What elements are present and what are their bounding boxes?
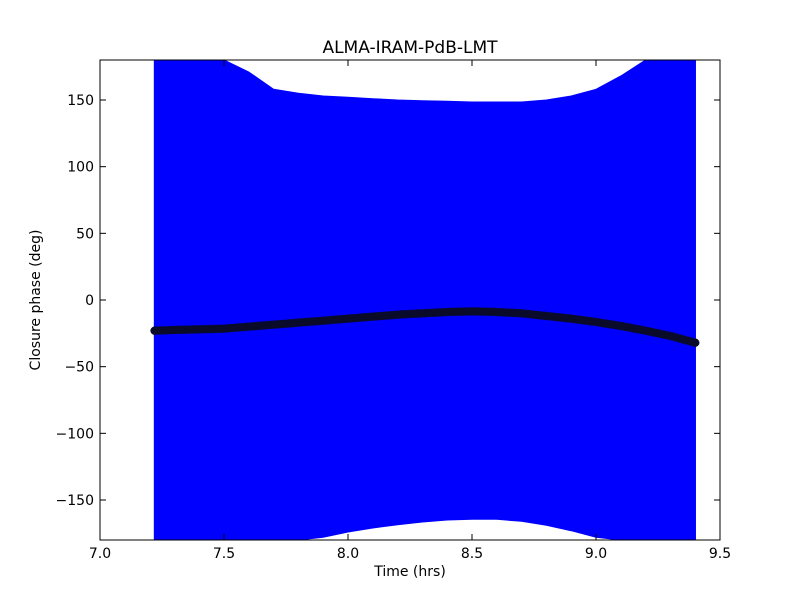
y-tick-label: 150 [67, 93, 94, 109]
x-tick-label: 9.0 [585, 546, 607, 562]
y-tick-label: −50 [64, 360, 94, 376]
y-tick-label: 100 [67, 160, 94, 176]
x-tick-label: 7.5 [213, 546, 235, 562]
y-axis-ticks: −150 −100 −50 0 50 100 150 [56, 93, 720, 509]
errorbar-band [153, 59, 696, 541]
x-axis-ticks: 7.0 7.5 8.0 8.5 9.0 9.5 [89, 60, 731, 562]
x-tick-label: 8.0 [337, 546, 359, 562]
errorbar-area [154, 59, 696, 541]
x-tick-label: 7.0 [89, 546, 111, 562]
data-point-marker [690, 338, 700, 347]
y-tick-label: 50 [76, 226, 94, 242]
y-tick-label: −150 [56, 493, 94, 509]
x-axis-label: Time (hrs) [373, 564, 446, 580]
y-tick-label: 0 [85, 293, 94, 309]
data-points [150, 307, 700, 347]
x-tick-label: 8.5 [461, 546, 483, 562]
y-axis-label: Closure phase (deg) [28, 230, 44, 371]
chart-title: ALMA-IRAM-PdB-LMT [322, 38, 498, 58]
x-tick-label: 9.5 [709, 546, 731, 562]
y-tick-label: −100 [56, 426, 94, 442]
